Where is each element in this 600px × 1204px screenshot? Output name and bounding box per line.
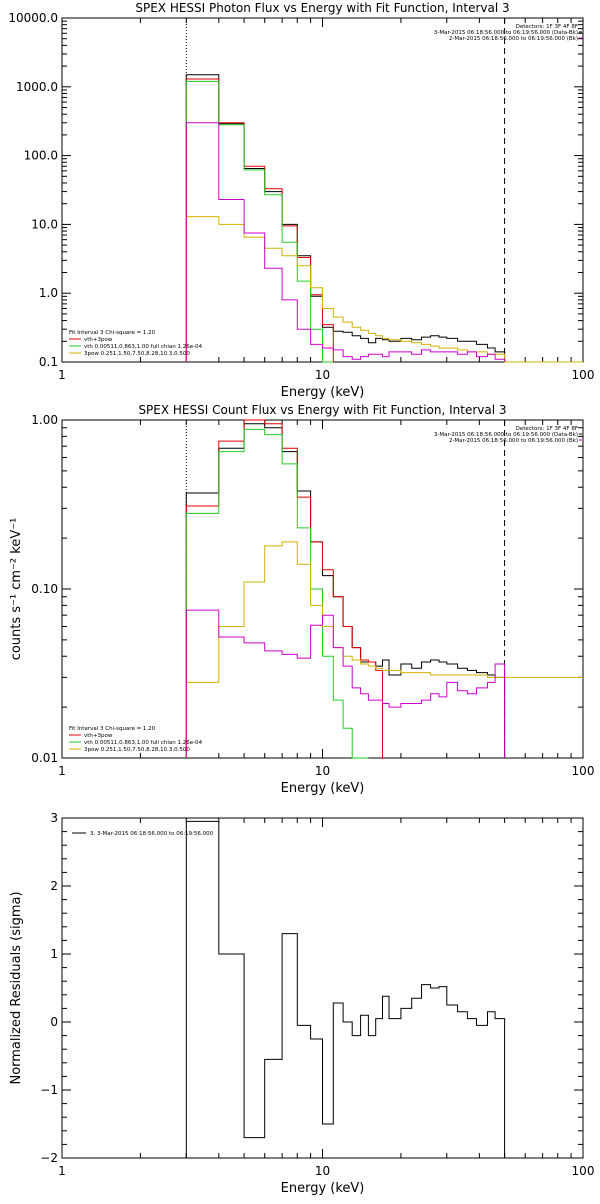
y-tick-label: 10.0 <box>31 217 58 231</box>
series-4-histogram <box>185 216 583 363</box>
series-5-histogram <box>185 609 506 758</box>
x-tick-label: 1 <box>58 368 66 382</box>
y-tick-label: 0.1 <box>39 355 58 369</box>
y-tick-label: 1.0 <box>39 286 58 300</box>
legend-entry: 3pow 0.251,1.50,7.50,8.28,10.3,0.500 <box>84 747 190 753</box>
legend-right-entry: 3-Mar-2015 06:18:56.000 to 06:19:56.000 … <box>434 432 578 438</box>
x-tick-label: 100 <box>572 368 595 382</box>
series-3-histogram <box>185 80 334 363</box>
y-tick-label: 0 <box>50 1015 58 1029</box>
y-tick-label: 10000.0 <box>8 11 58 25</box>
legend-entry: 3pow 0.251,1.50,7.50,8.28,10.3,0.500 <box>84 351 190 357</box>
legend-right-entry: 2-Mar-2015 06:18:56.000 to 06:19:56.000 … <box>449 36 578 42</box>
y-tick-label: −1 <box>40 1083 58 1097</box>
series-4-histogram <box>185 541 583 758</box>
y-tick-label: 100.0 <box>24 149 58 163</box>
legend-entry: vth+3pow <box>84 337 113 343</box>
fit-summary-text: Fit Interval 3 Chi-square = 1.20 <box>69 330 156 336</box>
y-tick-label: 0.01 <box>31 751 58 765</box>
x-tick-label: 10 <box>315 1164 330 1178</box>
series-2-histogram <box>185 419 383 758</box>
legend-entry: 3. 3-Mar-2015 06:18:56.000 to 06:19:56.0… <box>90 831 214 837</box>
y-tick-label: 1000.0 <box>16 80 58 94</box>
y-tick-label: 3 <box>50 811 58 825</box>
legend-entry: vth+3pow <box>84 733 113 739</box>
y-tick-label: 2 <box>50 879 58 893</box>
series-5-histogram <box>185 122 506 362</box>
series-1-histogram <box>185 820 506 1158</box>
x-tick-label: 100 <box>572 764 595 778</box>
y-axis-label: counts s⁻¹ cm⁻² keV⁻¹ <box>9 518 24 661</box>
x-tick-label: 10 <box>315 368 330 382</box>
legend-right-entry: 2-Mar-2015 06:18:56.000 to 06:19:56.000 … <box>449 438 578 444</box>
x-axis-label: Energy (keV) <box>281 1181 365 1196</box>
series-3-histogram <box>185 428 369 759</box>
legend-right-entry: Detectors: 1F 3F 4F 8F <box>516 426 578 432</box>
series-1-histogram <box>185 423 506 758</box>
fit-summary-text: Fit Interval 3 Chi-square = 1.20 <box>69 726 156 732</box>
x-tick-label: 100 <box>572 1164 595 1178</box>
legend-right-entry: 3-Mar-2015 06:18:56.000 to 06:19:56.000 … <box>434 30 578 36</box>
series-1-histogram <box>185 74 506 362</box>
y-tick-label: 0.10 <box>31 582 58 596</box>
y-tick-label: 1 <box>50 947 58 961</box>
x-axis-label: Energy (keV) <box>281 781 365 796</box>
y-tick-label: −2 <box>40 1151 58 1165</box>
legend-entry: vth 0.00511,0.863,1.00 full chian 1.26e-… <box>84 344 203 350</box>
x-axis-label: Energy (keV) <box>281 385 365 400</box>
legend-right-entry: Detectors: 1F 3F 4F 8F <box>516 24 578 30</box>
chart-title: SPEX HESSI Count Flux vs Energy with Fit… <box>138 403 506 417</box>
y-axis-label: Normalized Residuals (sigma) <box>9 891 24 1084</box>
chart-panel-3: 1 10 100 Energy (keV) −2 −1 0 1 2 3 Normalized Res… <box>9 811 594 1196</box>
x-tick-label: 1 <box>58 764 66 778</box>
legend-entry: vth 0.00511,0.863,1.00 full chian 1.26e-… <box>84 740 203 746</box>
series-2-histogram <box>185 78 334 362</box>
chart-panel-1: SPEX HESSI Photon Flux vs Energy with Fi… <box>8 1 594 400</box>
y-tick-label: 1.00 <box>31 413 58 427</box>
chart-panel-2: SPEX HESSI Count Flux vs Energy with Fit… <box>9 403 594 796</box>
x-tick-label: 1 <box>58 1164 66 1178</box>
x-tick-label: 10 <box>315 764 330 778</box>
chart-title: SPEX HESSI Photon Flux vs Energy with Fi… <box>135 1 509 15</box>
